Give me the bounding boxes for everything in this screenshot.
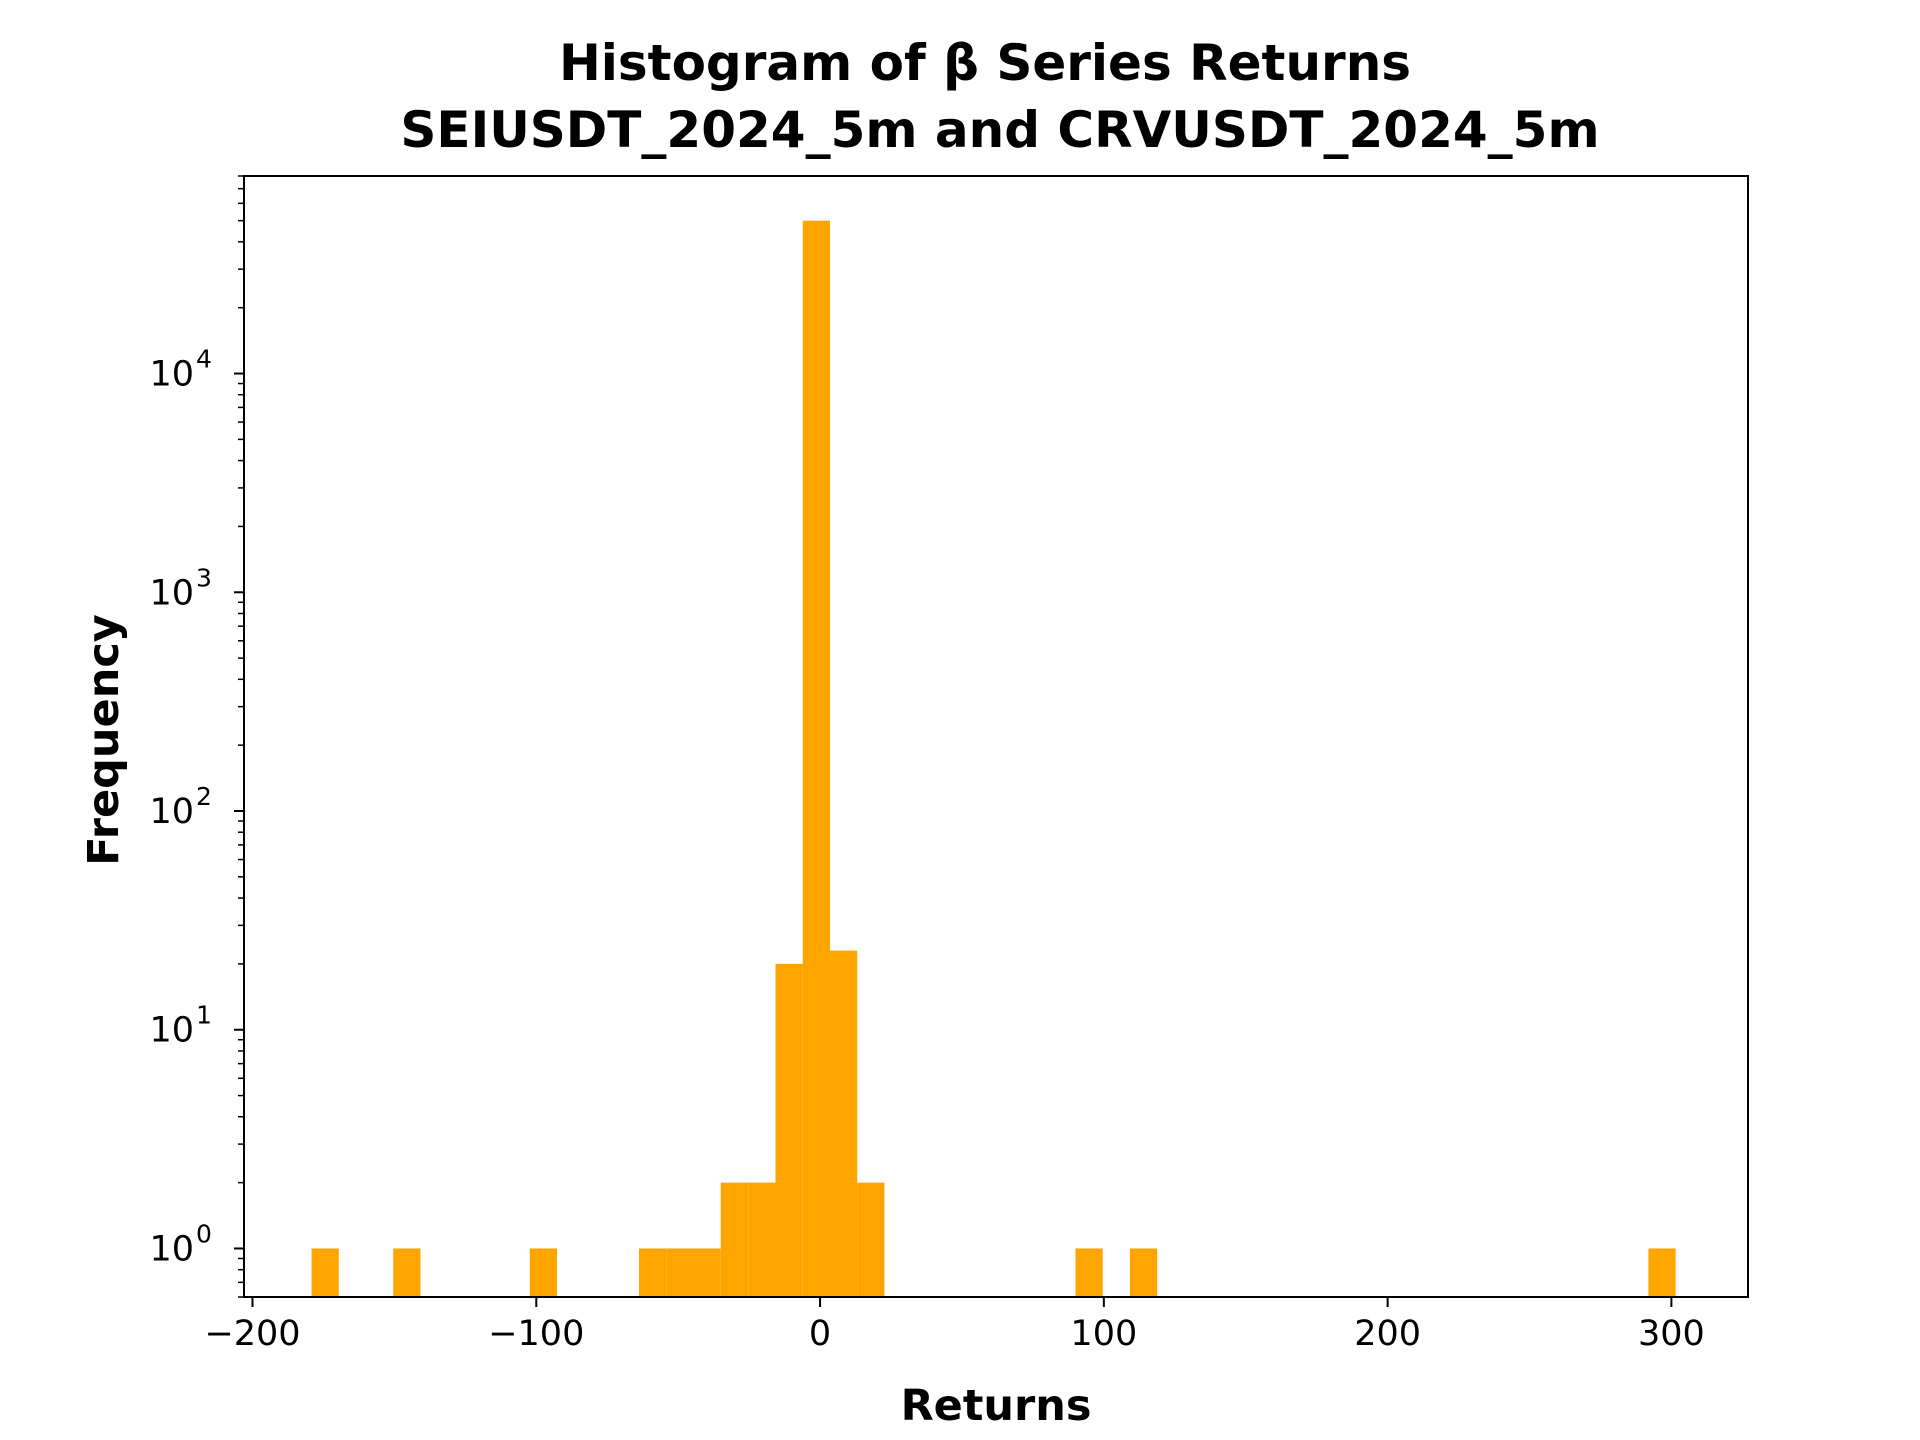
y-tick-label: 10 xyxy=(149,1229,194,1269)
histogram-bar xyxy=(857,1182,885,1297)
histogram-bar xyxy=(1648,1248,1676,1297)
histogram-bar xyxy=(775,963,803,1297)
x-tick-label: 0 xyxy=(809,1314,831,1354)
chart-title: Histogram of β Series Returns xyxy=(559,34,1411,92)
y-tick-label: 10 xyxy=(149,792,194,832)
y-tick-base: 10 xyxy=(149,355,194,395)
x-tick-label: 200 xyxy=(1354,1314,1421,1354)
histogram-bar xyxy=(693,1248,721,1297)
y-tick-exponent: 0 xyxy=(196,1219,212,1248)
histogram-bar xyxy=(529,1248,557,1297)
y-tick-base: 10 xyxy=(149,573,194,613)
y-tick-exponent: 4 xyxy=(196,345,212,374)
x-tick-label: 100 xyxy=(1070,1314,1137,1354)
y-tick-exponent: 2 xyxy=(196,782,212,811)
histogram-bar xyxy=(802,220,830,1297)
y-tick-exponent: 1 xyxy=(196,1001,212,1030)
x-tick-label: 300 xyxy=(1638,1314,1705,1354)
histogram-bar xyxy=(639,1248,667,1297)
plot-frame xyxy=(243,175,1749,1298)
bars-group xyxy=(311,220,1676,1297)
y-tick-label: 10 xyxy=(149,355,194,395)
x-axis: −200 −100 0 100 200 300 xyxy=(204,1297,1705,1354)
histogram-bar xyxy=(666,1248,694,1297)
histogram-bar xyxy=(1129,1248,1158,1297)
x-tick-label: −200 xyxy=(204,1314,300,1354)
histogram-bar xyxy=(829,950,858,1297)
y-axis-label: Frequency xyxy=(79,614,129,866)
histogram-bar xyxy=(311,1248,339,1297)
histogram-bar xyxy=(1075,1248,1103,1297)
y-tick-base: 10 xyxy=(149,792,194,832)
chart-subtitle: SEIUSDT_2024_5m and CRVUSDT_2024_5m xyxy=(400,101,1599,159)
y-tick-label: 10 xyxy=(149,573,194,613)
x-axis-label: Returns xyxy=(901,1381,1092,1431)
y-tick-base: 10 xyxy=(149,1229,194,1269)
histogram-bar xyxy=(720,1182,749,1297)
histogram-bar xyxy=(748,1182,776,1297)
histogram-bar xyxy=(393,1248,421,1297)
x-tick-label: −100 xyxy=(488,1314,584,1354)
y-tick-exponent: 3 xyxy=(196,563,212,592)
y-tick-base: 10 xyxy=(149,1011,194,1051)
y-tick-label: 10 xyxy=(149,1011,194,1051)
